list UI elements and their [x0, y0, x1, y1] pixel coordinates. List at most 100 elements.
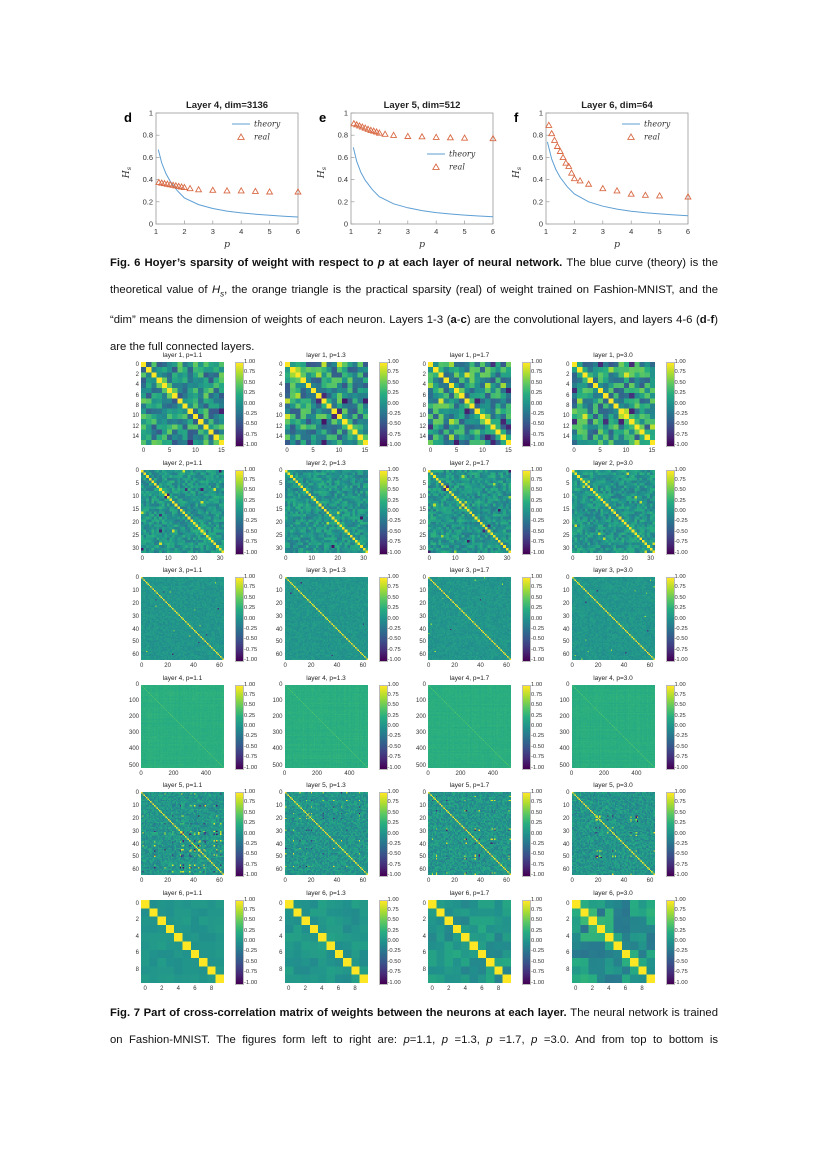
colorbar-tick: -0.50	[674, 958, 688, 965]
colorbar	[235, 577, 244, 662]
heatmap-y-tick: 10	[562, 413, 570, 420]
colorbar-tick: -0.50	[244, 743, 258, 750]
figure6-panel-f: f Layer 6, dim=64 1 2 3 4 5 6 0 0.2 0.4 0.6 0.8 1 Hs p t…	[506, 98, 701, 250]
heatmap-layer-2-p-1.3: layer 2, p=1.3 0 5 10 15 20 25 30 0 10 20 30 1.00 0.7…	[244, 459, 401, 567]
colorbar-tick: -0.75	[531, 861, 545, 868]
heatmap-y-tick: 200	[415, 714, 426, 720]
colorbar-tick: 1.00	[244, 466, 256, 473]
colorbar-tick: 0.25	[674, 712, 686, 719]
colorbar-tick: 0.25	[244, 390, 256, 397]
x-tick-label: 5	[658, 227, 662, 236]
heatmap-x-tick: 10	[479, 448, 486, 454]
heatmap-layer-5-p-1.1: layer 5, p=1.1 0 10 20 30 40 50 60 0 20 40 60 1.00 0.…	[100, 782, 257, 889]
colorbar-tick: -0.75	[387, 754, 401, 761]
heatmap-y-tick: 0	[279, 789, 283, 796]
colorbar-tick: 0.50	[244, 487, 256, 494]
colorbar-tick: 1.00	[387, 896, 399, 903]
real-marker	[294, 187, 302, 195]
heatmap-x-tick: 30	[647, 555, 654, 562]
caption-segment: s	[220, 289, 225, 299]
heatmap-y-tick: 15	[562, 506, 570, 513]
heatmap-x-tick: 0	[427, 555, 431, 562]
colorbar-tick: -0.50	[531, 528, 545, 535]
theory-line	[546, 141, 689, 217]
colorbar-tick: 0.50	[531, 917, 543, 924]
colorbar-tick: 0.50	[531, 487, 543, 494]
colorbar-tick: 0.75	[531, 799, 543, 806]
heatmap-y-tick: 14	[132, 434, 139, 441]
colorbar-tick: -0.50	[531, 636, 545, 643]
colorbar-tick: 0.75	[244, 584, 256, 591]
colorbar-tick: 0.00	[387, 938, 399, 944]
heatmap-x-tick: 60	[503, 663, 510, 669]
y-tick-label: 0.8	[533, 131, 543, 140]
heatmap-x-tick: 8	[209, 985, 214, 992]
real-marker	[251, 187, 260, 194]
colorbar	[522, 684, 531, 770]
heatmap-canvas	[428, 577, 511, 660]
heatmap-y-tick: 4	[135, 382, 139, 389]
colorbar-tick: -1.00	[244, 872, 258, 878]
caption-segment: p	[377, 257, 385, 269]
panel-letter: d	[124, 110, 132, 125]
colorbar-tick: 0.50	[531, 594, 543, 601]
colorbar-tick: 0.75	[531, 691, 543, 698]
colorbar-tick: 0.50	[387, 379, 399, 386]
figure6-panel-e: e Layer 5, dim=512 1 2 3 4 5 6 0 0.2 0.4 0.6 0.8 1 Hs p…	[311, 98, 506, 250]
heatmap-y-tick: 500	[128, 762, 139, 769]
caption-segment: Fig. 7 Part of cross-correlation matrix …	[110, 1007, 571, 1019]
colorbar	[235, 362, 244, 447]
colorbar-tick: 1.00	[387, 789, 399, 795]
heatmap-y-tick: 50	[562, 639, 570, 646]
colorbar-tick: -0.50	[387, 743, 401, 750]
heatmap-title: layer 2, p=1.7	[449, 459, 490, 467]
heatmap-y-tick: 10	[275, 802, 283, 809]
caption-segment: , the orange triangle is the practical s…	[110, 284, 719, 327]
heatmap-y-tick: 8	[135, 403, 139, 410]
caption-segment: ) are the convolutional layers, and laye…	[466, 314, 700, 327]
heatmap-x-tick: 0	[426, 663, 431, 669]
colorbar-tick: 1.00	[531, 466, 543, 473]
heatmap-y-tick: 2	[135, 917, 139, 924]
colorbar-tick: 0.25	[674, 605, 686, 612]
heatmap-y-tick: 100	[128, 697, 139, 704]
figure6-panel-d: d Layer 4, dim=3136 1 2 3 4 5 6 0 0.2 0.4 0.6 0.8 1 Hs…	[116, 98, 311, 250]
heatmap-x-tick: 2	[447, 985, 451, 992]
real-marker	[237, 186, 245, 194]
colorbar-tick: 0.00	[244, 830, 256, 837]
heatmap-y-tick: 0	[135, 681, 139, 688]
colorbar-tick: -0.75	[244, 646, 258, 653]
caption-segment: c	[460, 314, 467, 327]
heatmap-x-tick: 20	[307, 663, 315, 669]
heatmap-layer-2-p-1.7: layer 2, p=1.7 0 5 10 15 20 25 30 0 10 20 30 1.00 0.7…	[387, 459, 544, 567]
colorbar-tick: 0.50	[674, 917, 686, 924]
colorbar-tick: 0.00	[674, 723, 686, 729]
colorbar-tick: -0.25	[244, 518, 258, 525]
heatmap-layer-5-p-1.7: layer 5, p=1.7 0 10 20 30 40 50 60 0 20 40 60 1.00 0.…	[387, 782, 544, 889]
heatmap-y-tick: 6	[422, 392, 426, 399]
heatmap-canvas	[284, 577, 368, 660]
heatmap-y-tick: 60	[132, 867, 139, 874]
heatmap-title: layer 4, p=1.7	[449, 674, 490, 682]
heatmap-y-tick: 200	[128, 714, 139, 720]
heatmap-x-tick: 40	[190, 878, 197, 884]
colorbar-tick: 0.00	[387, 723, 399, 729]
heatmap-y-tick: 25	[275, 532, 283, 539]
heatmap-y-tick: 0	[422, 361, 426, 368]
heatmap-y-tick: 40	[132, 841, 139, 848]
real-marker	[556, 147, 564, 154]
y-tick-label: 1	[344, 109, 348, 118]
colorbar-tick: -0.75	[244, 861, 258, 868]
heatmap-y-tick: 50	[419, 639, 426, 646]
heatmap-y-tick: 14	[275, 434, 283, 441]
colorbar-tick: -0.50	[387, 528, 401, 535]
heatmap-title: layer 2, p=1.3	[306, 459, 346, 467]
heatmap-y-tick: 5	[135, 480, 139, 487]
heatmap-title: layer 1, p=1.7	[449, 352, 490, 359]
colorbar-tick: 0.25	[531, 497, 543, 504]
colorbar-tick: 0.75	[387, 476, 399, 483]
colorbar-tick: 0.25	[674, 497, 686, 504]
colorbar-tick: 0.25	[674, 390, 686, 397]
caption-segment: f	[710, 314, 715, 327]
colorbar-tick: -0.50	[244, 851, 258, 858]
